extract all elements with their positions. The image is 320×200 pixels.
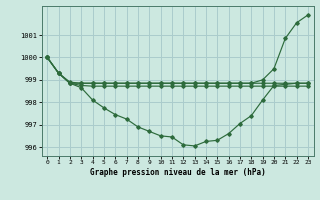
X-axis label: Graphe pression niveau de la mer (hPa): Graphe pression niveau de la mer (hPa) <box>90 168 266 177</box>
